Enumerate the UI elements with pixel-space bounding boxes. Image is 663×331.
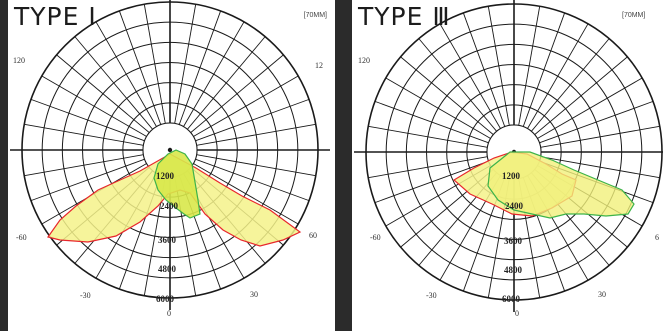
value-label-4: 4800 — [504, 265, 523, 275]
grid-spoke — [30, 158, 145, 202]
angle-label-bottom-right: 30 — [250, 290, 258, 299]
grid-spoke — [187, 36, 266, 130]
grid-spoke — [418, 38, 497, 132]
angle-label-top-left: 120 — [13, 56, 25, 65]
grid-spoke — [74, 36, 153, 130]
angle-label-bottom: 0 — [167, 309, 171, 318]
grid-spoke — [193, 163, 299, 225]
value-label-3: 3600 — [158, 235, 177, 245]
grid-spoke — [487, 6, 510, 126]
grid-spoke — [118, 10, 162, 125]
grid-spoke — [183, 21, 245, 127]
grid-spoke — [190, 54, 284, 133]
grid-spoke — [537, 77, 643, 139]
grid-spoke — [193, 75, 299, 137]
grid-spoke — [95, 21, 157, 127]
grid-spoke — [527, 23, 589, 129]
value-label-3: 3600 — [504, 236, 523, 246]
grid-spoke — [385, 77, 491, 139]
grid-spoke — [30, 98, 145, 142]
type-i-panel: TYPE Ⅰ [70MM] 120 12 -60 60 -30 30 0 120… — [8, 0, 335, 331]
angle-label-right: 6 — [655, 233, 659, 242]
grid-spoke — [195, 98, 310, 142]
grid-spoke — [24, 123, 144, 146]
angle-label-top-right: 12 — [315, 61, 323, 70]
angle-label-bottom: 0 — [515, 309, 519, 318]
value-label-2: 2400 — [160, 201, 179, 211]
value-label-5: 6000 — [502, 294, 521, 304]
grid-spoke — [540, 156, 660, 179]
grid-spoke — [178, 10, 222, 125]
angle-label-top-left: 120 — [358, 56, 370, 65]
angle-label-right: 60 — [309, 231, 317, 240]
angle-label-left: -60 — [370, 233, 381, 242]
grid-spoke — [531, 38, 610, 132]
grid-spoke — [400, 56, 494, 135]
grid-spoke — [439, 23, 501, 129]
grid-spoke — [539, 100, 654, 144]
type-i-polar-diagram: 120 12 -60 60 -30 30 0 1200 2400 3600 48… — [10, 0, 330, 318]
type-i-title: TYPE Ⅰ — [14, 2, 97, 31]
grid-spoke — [24, 154, 144, 177]
grid-spoke — [368, 125, 488, 148]
grid-spoke — [462, 12, 506, 127]
grid-spoke — [196, 154, 316, 177]
grid-spoke — [41, 75, 147, 137]
value-label-1: 1200 — [502, 171, 521, 181]
grid-spoke — [143, 4, 166, 124]
value-label-1: 1200 — [156, 171, 175, 181]
grid-spoke — [534, 56, 628, 135]
value-label-4: 4800 — [158, 264, 177, 274]
grid-spoke — [374, 160, 489, 204]
grid-spoke — [374, 100, 489, 144]
type-iii-polar-diagram: 120 -60 6 -30 30 0 1200 2400 3600 4800 6… — [354, 0, 663, 318]
type-i-green-curve — [153, 149, 201, 219]
type-i-red-curve — [47, 153, 302, 247]
grid-spoke — [196, 123, 316, 146]
type-i-note: [70MM] — [303, 12, 327, 19]
grid-origin — [167, 147, 173, 153]
grid-spoke — [174, 4, 197, 124]
value-label-2: 2400 — [505, 201, 524, 211]
angle-label-left: -60 — [16, 233, 27, 242]
type-iii-panel: TYPE Ⅲ [70MM] 120 -60 6 -30 30 0 1200 24… — [352, 0, 663, 331]
type-iii-title: TYPE Ⅲ — [358, 2, 451, 31]
value-label-5: 6000 — [156, 294, 175, 304]
type-iii-green-curve — [487, 151, 635, 219]
grid-spoke — [56, 54, 150, 133]
grid-spoke — [368, 156, 488, 179]
angle-label-bottom-right: 30 — [598, 290, 606, 299]
grid-spoke — [518, 6, 541, 126]
angle-label-bottom-left: -30 — [426, 291, 437, 300]
angle-label-bottom-left: -30 — [80, 291, 91, 300]
type-iii-note: [70MM] — [622, 12, 646, 19]
grid-spoke — [540, 125, 660, 148]
grid-spoke — [522, 12, 566, 127]
grid-spoke — [195, 158, 310, 202]
